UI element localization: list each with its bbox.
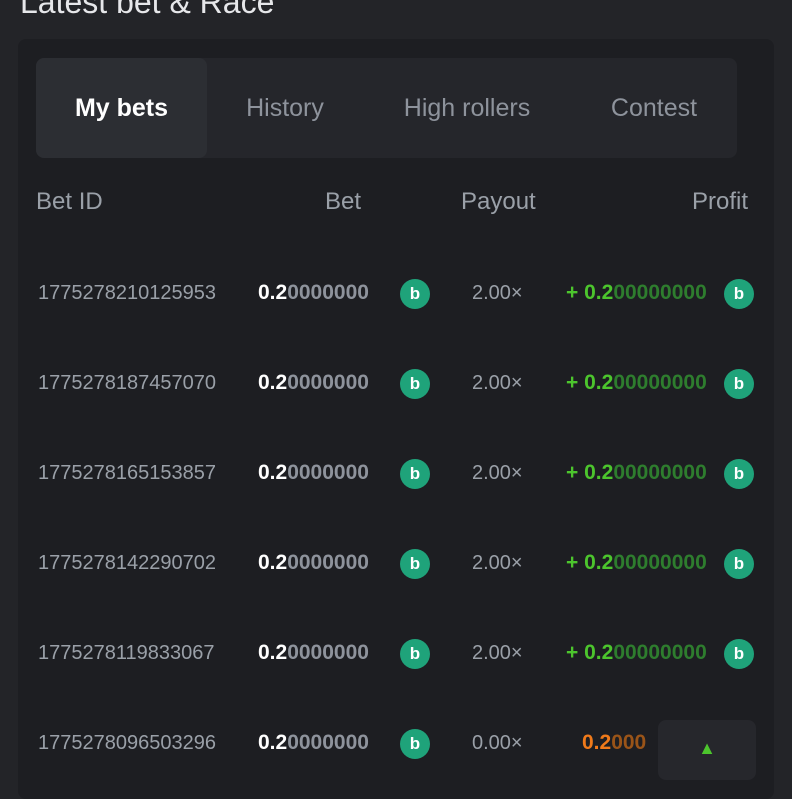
- profit-sign: +: [566, 281, 585, 304]
- tab-contest[interactable]: Contest: [610, 93, 698, 122]
- bet-amount: 0.20000000: [258, 551, 369, 575]
- tab-high-rollers[interactable]: High rollers: [403, 93, 531, 122]
- section-title: Latest bet & Race: [20, 0, 275, 20]
- bet-id[interactable]: 1775278165153857: [38, 462, 216, 484]
- profit: + 0.200000000: [566, 281, 714, 305]
- bet-amount-rest: 0000000: [287, 641, 369, 664]
- profit-lead: 0.2: [584, 551, 614, 574]
- bet-id[interactable]: 1775278142290702: [38, 552, 216, 574]
- profit-lead: 0.2: [584, 641, 614, 664]
- scroll-to-top-button[interactable]: ▲: [658, 720, 756, 780]
- tab-my-bets[interactable]: My bets: [36, 58, 207, 158]
- column-profit: Profit: [692, 188, 749, 215]
- profit-rest: 00000000: [613, 641, 707, 664]
- profit-lead: 0.2: [582, 731, 612, 754]
- tab-bar: My bets History High rollers Contest: [36, 58, 737, 158]
- bets-card: [18, 39, 774, 799]
- bet-id[interactable]: 1775278096503296: [38, 732, 216, 754]
- table-row[interactable]: 1775278165153857 0.20000000 b 2.00× + 0.…: [0, 454, 792, 494]
- bet-amount-lead: 0.2: [258, 641, 288, 664]
- profit-lead: 0.2: [584, 281, 614, 304]
- bet-amount-rest: 0000000: [287, 281, 369, 304]
- bet-amount: 0.20000000: [258, 371, 369, 395]
- profit-rest: 00000000: [613, 551, 707, 574]
- profit: + 0.200000000: [566, 641, 714, 665]
- bet-amount: 0.20000000: [258, 731, 369, 755]
- bet-amount-rest: 0000000: [287, 731, 369, 754]
- bet-amount-lead: 0.2: [258, 551, 288, 574]
- bc-coin-icon: b: [400, 549, 430, 579]
- profit-rest: 000: [611, 731, 647, 754]
- profit: + 0.200000000: [566, 461, 714, 485]
- bc-coin-icon: b: [724, 549, 754, 579]
- table-row[interactable]: 1775278119833067 0.20000000 b 2.00× + 0.…: [0, 634, 792, 674]
- bet-amount: 0.20000000: [258, 641, 369, 665]
- profit-rest: 00000000: [613, 461, 707, 484]
- bc-coin-icon: b: [724, 639, 754, 669]
- bet-amount: 0.20000000: [258, 461, 369, 485]
- payout: 2.00×: [472, 372, 523, 394]
- bc-coin-icon: b: [400, 459, 430, 489]
- tab-history[interactable]: History: [246, 93, 324, 122]
- profit-sign: +: [566, 551, 585, 574]
- bet-amount-rest: 0000000: [287, 551, 369, 574]
- bet-amount-lead: 0.2: [258, 371, 288, 394]
- bet-amount-lead: 0.2: [258, 461, 288, 484]
- payout: 2.00×: [472, 552, 523, 574]
- bet-id[interactable]: 1775278187457070: [38, 372, 216, 394]
- bc-coin-icon: b: [400, 369, 430, 399]
- table-row[interactable]: 1775278187457070 0.20000000 b 2.00× + 0.…: [0, 364, 792, 404]
- profit-sign: +: [566, 641, 585, 664]
- bc-coin-icon: b: [724, 459, 754, 489]
- bet-id[interactable]: 1775278210125953: [38, 282, 216, 304]
- profit-sign: +: [566, 461, 585, 484]
- bet-amount-rest: 0000000: [287, 371, 369, 394]
- payout: 0.00×: [472, 732, 523, 754]
- bet-amount-lead: 0.2: [258, 731, 288, 754]
- payout: 2.00×: [472, 462, 523, 484]
- bc-coin-icon: b: [400, 279, 430, 309]
- profit-lead: 0.2: [584, 371, 614, 394]
- bet-amount-rest: 0000000: [287, 461, 369, 484]
- profit-rest: 00000000: [613, 281, 707, 304]
- table-row[interactable]: 1775278142290702 0.20000000 b 2.00× + 0.…: [0, 544, 792, 584]
- column-bet: Bet: [325, 188, 362, 215]
- profit-lead: 0.2: [584, 461, 614, 484]
- bet-amount-lead: 0.2: [258, 281, 288, 304]
- bc-coin-icon: b: [724, 369, 754, 399]
- bet-id[interactable]: 1775278119833067: [38, 642, 215, 664]
- bc-coin-icon: b: [400, 639, 430, 669]
- column-bet-id: Bet ID: [36, 188, 103, 215]
- profit: + 0.200000000: [566, 551, 714, 575]
- bc-coin-icon: b: [724, 279, 754, 309]
- table-row[interactable]: 1775278210125953 0.20000000 b 2.00× + 0.…: [0, 274, 792, 314]
- payout: 2.00×: [472, 282, 523, 304]
- profit: + 0.200000000: [566, 371, 714, 395]
- column-payout: Payout: [461, 188, 536, 215]
- payout: 2.00×: [472, 642, 523, 664]
- bet-amount: 0.20000000: [258, 281, 369, 305]
- chevron-up-icon: ▲: [698, 738, 716, 758]
- profit-rest: 00000000: [613, 371, 707, 394]
- profit-sign: +: [566, 371, 585, 394]
- bc-coin-icon: b: [400, 729, 430, 759]
